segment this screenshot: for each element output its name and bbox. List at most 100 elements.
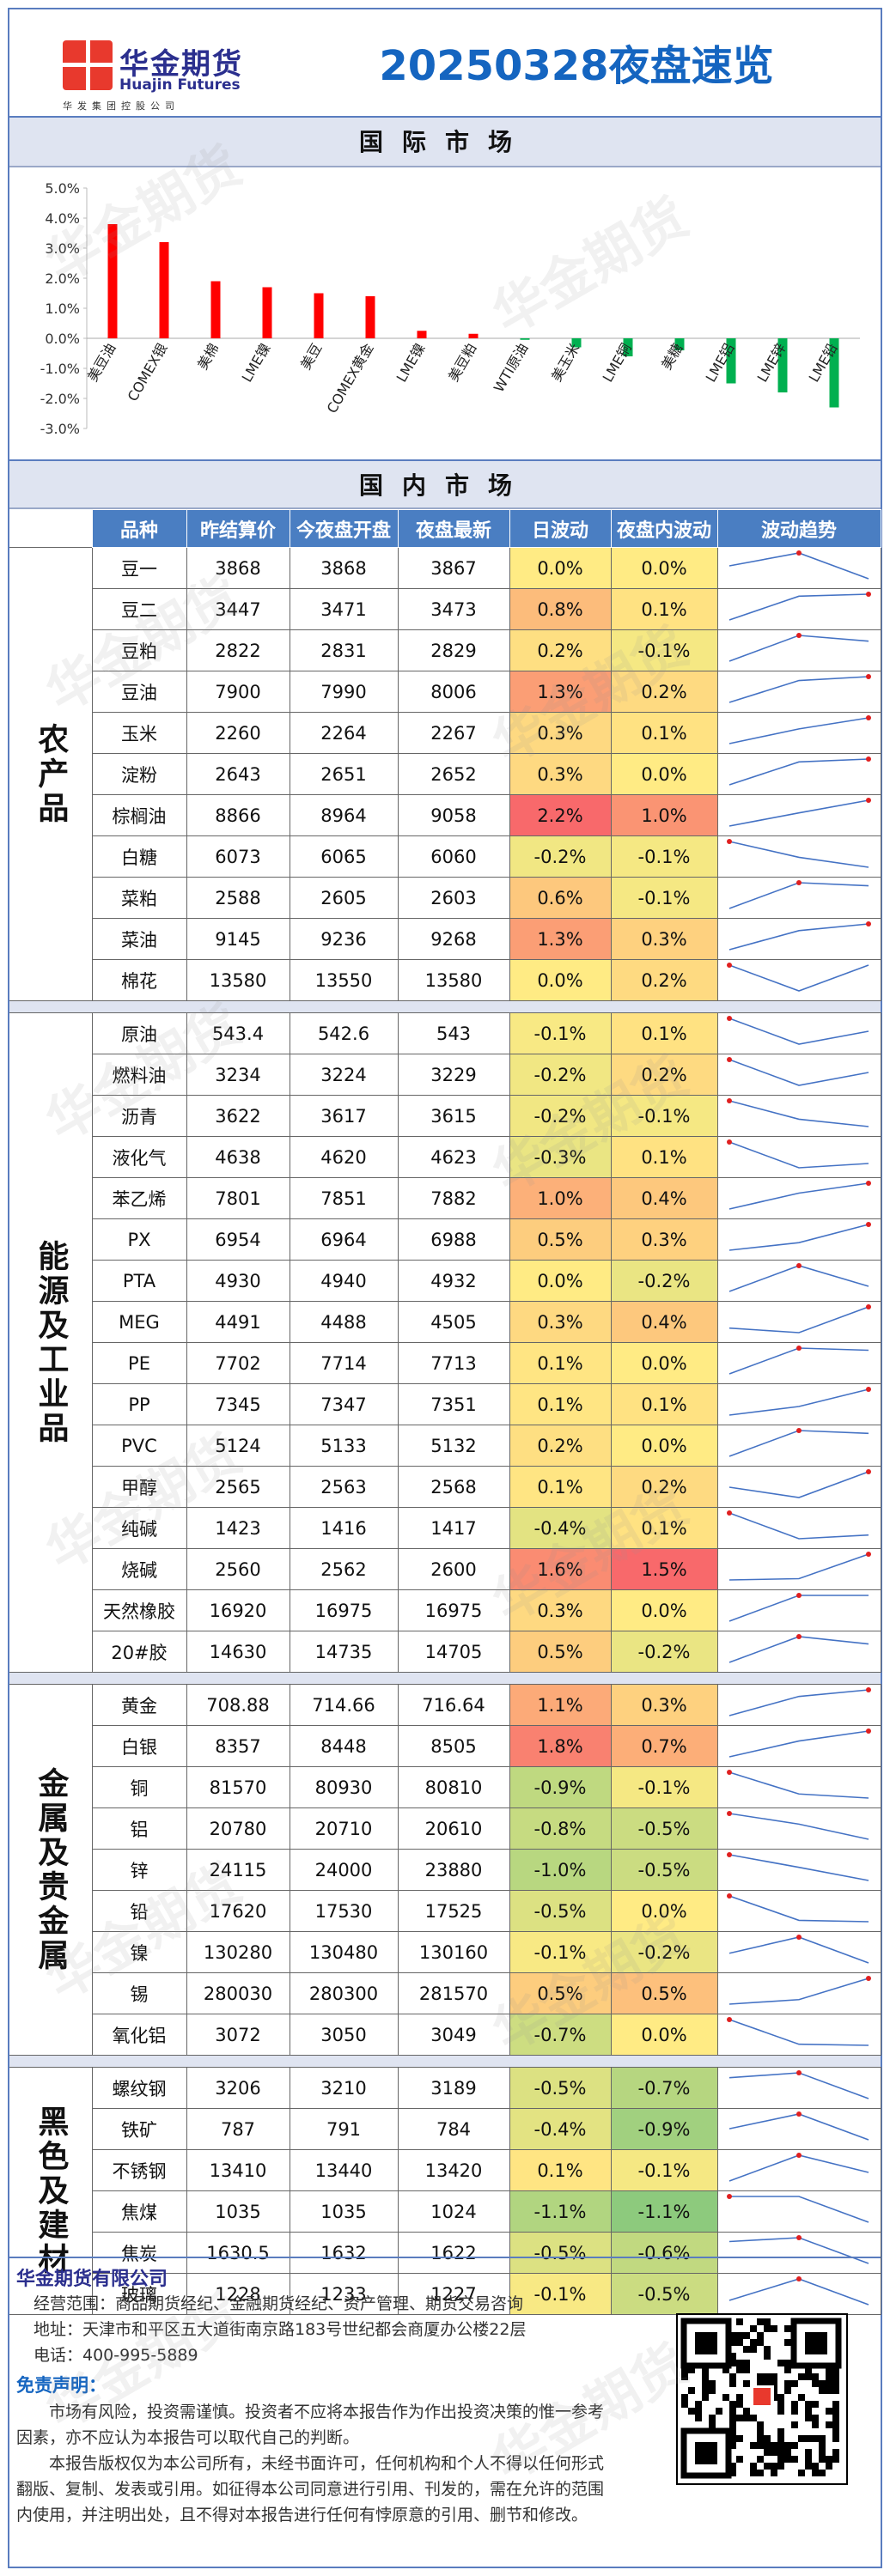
- cell-prev-settle: 7702: [186, 1342, 290, 1384]
- cell-night-open: 5133: [289, 1425, 399, 1467]
- cell-name: 纯碱: [91, 1507, 187, 1549]
- cell-night-last: 543: [397, 1012, 510, 1054]
- cell-trend: [716, 1012, 881, 1054]
- chart-bar: [571, 338, 582, 348]
- cell-prev-settle: 2560: [186, 1548, 290, 1590]
- cell-name: 甲醇: [91, 1466, 187, 1508]
- footer-phone: 电话：400-995-5889: [34, 2346, 198, 2365]
- cell-name: 氧化铝: [91, 2014, 187, 2056]
- cell-prev-settle: 543.4: [186, 1012, 290, 1054]
- qr-module: [791, 2380, 798, 2387]
- sparkline-high-point: [727, 1016, 732, 1021]
- cell-prev-settle: 3072: [186, 2014, 290, 2056]
- cell-night-last: 784: [397, 2108, 510, 2150]
- cell-night-open: 2563: [289, 1466, 399, 1508]
- table-row: 黑色及建材 螺纹钢 3206 3210 3189 -0.5% -0.7%: [9, 2067, 881, 2315]
- qr-module: [729, 2332, 736, 2339]
- sparkline: [728, 592, 871, 621]
- cell-day-change: -0.5%: [509, 2067, 612, 2109]
- x-category-label: COMEX黄金: [324, 341, 377, 416]
- qr-module: [736, 2318, 743, 2325]
- cell-night-open: 130480: [289, 1931, 399, 1973]
- cell-name: PVC: [91, 1425, 187, 1467]
- report-header: 华金期货 Huajin Futures 华发集团控股公司 20250328夜盘速…: [9, 9, 881, 118]
- cell-prev-settle: 3447: [186, 588, 290, 630]
- table-row: 焦煤 1035 1035 1024 -1.1% -1.1%: [9, 2190, 881, 2233]
- cell-trend: [716, 2067, 881, 2109]
- qr-module: [826, 2373, 832, 2380]
- table-row: 铁矿 787 791 784 -0.4% -0.9%: [9, 2108, 881, 2150]
- cell-night-open: 3868: [289, 547, 399, 589]
- logo-subtitle: 华发集团控股公司: [63, 100, 180, 112]
- cell-name: 棕榈油: [91, 794, 187, 836]
- cell-prev-settle: 1228: [186, 2273, 290, 2315]
- cell-trend: [716, 1766, 881, 1808]
- table-header-row: 品种 昨结算价 今夜盘开盘 夜盘最新 日波动 夜盘内波动 波动趋势: [9, 509, 881, 548]
- sparkline-high-point: [727, 1893, 732, 1899]
- cell-night-open: 13440: [289, 2149, 399, 2191]
- cell-night-change: 0.1%: [610, 1012, 718, 1054]
- sparkline-high-point: [796, 2111, 802, 2117]
- qr-module: [757, 2442, 764, 2449]
- cell-night-change: -0.9%: [610, 2108, 718, 2150]
- chart-bar: [417, 331, 427, 338]
- cell-night-last: 3229: [397, 1054, 510, 1096]
- qr-module: [743, 2366, 750, 2373]
- qr-module: [757, 2380, 764, 2387]
- cell-night-open: 4940: [289, 1260, 399, 1302]
- sparkline-high-point: [796, 2070, 802, 2075]
- qr-module: [791, 2401, 798, 2408]
- sparkline-path: [728, 2072, 869, 2099]
- sparkline: [727, 1770, 869, 1799]
- cell-day-change: 0.3%: [509, 1589, 612, 1631]
- sparkline: [728, 2111, 869, 2141]
- qr-module: [757, 2456, 764, 2463]
- sparkline: [728, 674, 871, 703]
- sparkline-high-point: [866, 674, 871, 679]
- cell-night-open: 8448: [289, 1725, 399, 1767]
- cell-night-open: 8964: [289, 794, 399, 836]
- cell-trend: [716, 1931, 881, 1973]
- qr-module: [743, 2346, 750, 2353]
- cell-night-change: 0.5%: [610, 1972, 718, 2014]
- qr-module: [805, 2366, 812, 2373]
- cell-night-last: 2652: [397, 753, 510, 795]
- cell-night-open: 16975: [289, 1589, 399, 1631]
- y-tick-label: -2.0%: [40, 391, 80, 407]
- cell-night-change: -0.1%: [610, 835, 718, 878]
- cell-night-open: 3050: [289, 2014, 399, 2056]
- table-row: 淀粉 2643 2651 2652 0.3% 0.0%: [9, 753, 881, 795]
- qr-module: [757, 2318, 764, 2325]
- cell-name: 白糖: [91, 835, 187, 878]
- cell-name: 淀粉: [91, 753, 187, 795]
- chart-bar: [520, 338, 530, 340]
- sparkline-path: [729, 2196, 869, 2223]
- sparkline: [728, 2070, 869, 2099]
- cell-prev-settle: 8866: [186, 794, 290, 836]
- cell-day-change: 0.8%: [509, 588, 612, 630]
- cell-prev-settle: 20780: [186, 1807, 290, 1850]
- logo-mark-icon: [63, 40, 113, 90]
- sparkline-path: [728, 2113, 869, 2141]
- sparkline-high-point: [727, 1057, 732, 1062]
- cell-day-change: -0.2%: [509, 835, 612, 878]
- cell-name: 铅: [91, 1890, 187, 1932]
- table-row: 金属及贵金属 黄金 708.88 714.66 716.64 1.1% 0.3%: [9, 1684, 881, 2056]
- cell-prev-settle: 1630.5: [186, 2232, 290, 2274]
- header-last: 夜盘最新: [397, 509, 510, 548]
- header-night: 夜盘内波动: [610, 509, 718, 548]
- sparkline-path: [728, 1306, 869, 1334]
- table-row: 镍 130280 130480 130160 -0.1% -0.2%: [9, 1931, 881, 1973]
- qr-module: [791, 2442, 798, 2449]
- sparkline: [728, 633, 869, 662]
- sparkline-high-point: [796, 550, 802, 556]
- y-tick-label: 3.0%: [45, 240, 80, 257]
- qr-module: [805, 2435, 812, 2442]
- qr-module: [709, 2421, 716, 2428]
- qr-module: [777, 2401, 784, 2408]
- qr-module: [812, 2470, 819, 2476]
- cell-day-change: 0.1%: [509, 1342, 612, 1384]
- cell-day-change: 1.8%: [509, 1725, 612, 1767]
- cell-trend: [716, 1177, 881, 1219]
- sparkline-path: [728, 1854, 869, 1881]
